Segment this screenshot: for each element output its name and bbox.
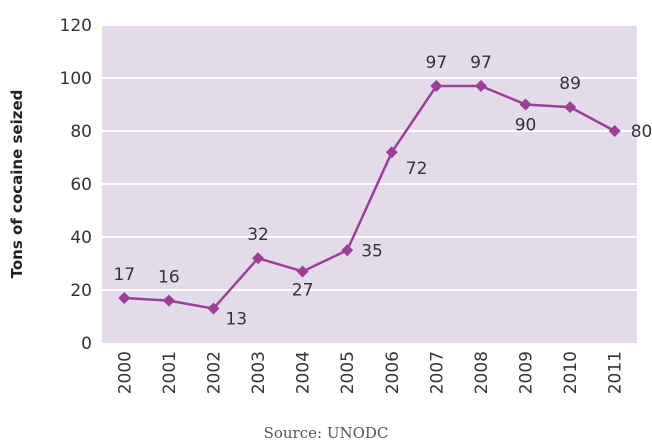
data-label: 35 bbox=[361, 241, 383, 261]
data-point bbox=[430, 79, 443, 92]
data-label: 97 bbox=[470, 53, 492, 73]
data-point bbox=[162, 294, 175, 307]
x-tick-label: 2000 bbox=[115, 351, 135, 394]
source-note: Source: UNODC bbox=[264, 424, 389, 442]
y-tick-label: 80 bbox=[70, 122, 92, 142]
y-tick-label: 20 bbox=[70, 281, 92, 301]
x-axis-ticks: 2000 2001 2002 2003 2004 2005 2006 2007 2008 2009… bbox=[115, 351, 625, 394]
data-point bbox=[474, 79, 487, 92]
data-label: 97 bbox=[426, 53, 448, 73]
y-tick-label: 100 bbox=[60, 69, 92, 89]
x-tick-label: 2009 bbox=[517, 351, 537, 394]
x-tick-label: 2011 bbox=[606, 351, 626, 394]
y-tick-label: 120 bbox=[60, 16, 92, 36]
x-tick-label: 2008 bbox=[472, 351, 492, 394]
y-axis-title: Tons of cocaine seized bbox=[8, 90, 26, 279]
x-tick-label: 2002 bbox=[204, 351, 224, 394]
x-tick-label: 2010 bbox=[561, 351, 581, 394]
x-tick-label: 2003 bbox=[249, 351, 269, 394]
data-point bbox=[207, 302, 220, 315]
y-axis-ticks: 0 20 40 60 80 100 120 bbox=[60, 16, 92, 354]
data-point bbox=[519, 98, 532, 111]
data-point bbox=[608, 125, 621, 137]
x-tick-label: 2001 bbox=[160, 351, 180, 394]
data-point bbox=[385, 146, 398, 159]
x-tick-label: 2004 bbox=[294, 351, 314, 394]
y-tick-label: 0 bbox=[81, 334, 92, 354]
series-line bbox=[124, 84, 616, 310]
data-labels: 17 16 13 32 27 35 72 97 97 90 89 80 bbox=[113, 53, 652, 330]
data-label: 80 bbox=[631, 122, 652, 142]
data-label: 16 bbox=[158, 268, 180, 288]
data-point bbox=[252, 252, 265, 265]
data-label: 13 bbox=[225, 310, 247, 330]
data-label: 17 bbox=[113, 265, 135, 285]
y-tick-label: 40 bbox=[70, 228, 92, 248]
data-point bbox=[341, 244, 354, 257]
x-tick-label: 2006 bbox=[383, 351, 403, 394]
data-label: 89 bbox=[559, 74, 581, 94]
data-label: 32 bbox=[247, 225, 269, 245]
gridlines bbox=[102, 24, 637, 291]
data-point bbox=[118, 291, 131, 304]
x-tick-label: 2007 bbox=[427, 351, 447, 394]
data-point bbox=[296, 265, 309, 278]
x-tick-label: 2005 bbox=[338, 351, 358, 394]
data-label: 90 bbox=[515, 116, 537, 136]
y-tick-label: 60 bbox=[70, 175, 92, 195]
data-point bbox=[564, 101, 577, 114]
data-label: 72 bbox=[406, 159, 428, 179]
series-markers bbox=[118, 79, 621, 315]
data-label: 27 bbox=[292, 280, 314, 300]
